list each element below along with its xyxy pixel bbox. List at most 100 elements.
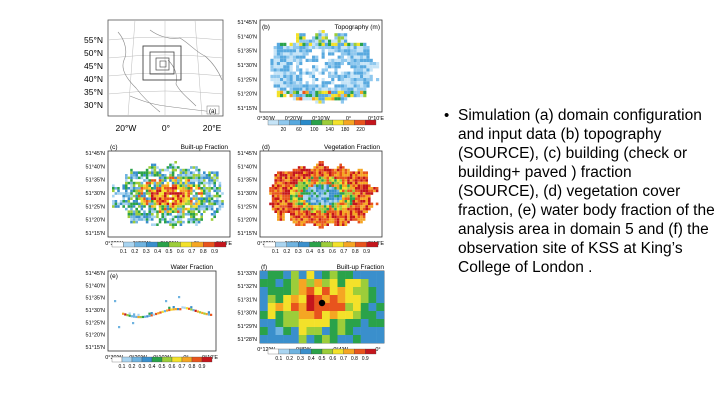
map-cell: [114, 202, 118, 206]
map-cell: [316, 218, 319, 221]
map-cell: [360, 168, 363, 172]
map-cell: [172, 306, 175, 309]
colorbar-tick: 0.8: [352, 249, 359, 255]
map-cell: [153, 194, 157, 198]
map-cell: [190, 192, 193, 195]
map-cell: [318, 100, 322, 104]
map-cell: [321, 65, 325, 69]
map-cell: [357, 205, 361, 208]
map-cell: [292, 220, 296, 224]
map-cell: [316, 210, 319, 213]
map-cell: [352, 197, 355, 200]
map-cell: [138, 202, 141, 206]
map-cell: [328, 55, 332, 59]
map-cell: [344, 97, 348, 101]
map-cell: [260, 311, 268, 320]
map-cell: [318, 161, 322, 164]
map-cell: [368, 205, 371, 208]
map-cell: [190, 207, 193, 211]
map-cell: [292, 215, 296, 219]
map-cell: [347, 62, 351, 66]
map-cell: [271, 207, 275, 211]
map-cell: [200, 176, 203, 180]
map-cell: [347, 194, 350, 198]
panel-c-label: (c): [110, 144, 118, 151]
map-cell: [310, 213, 314, 216]
map-cell: [158, 168, 162, 172]
map-cell: [282, 174, 285, 177]
map-cell: [370, 189, 374, 193]
map-cell: [187, 207, 190, 211]
map-cell: [130, 168, 133, 172]
map-cell: [276, 71, 280, 75]
map-cell: [315, 39, 319, 43]
map-cell: [117, 187, 120, 190]
map-cell: [143, 205, 146, 208]
map-cell: [360, 179, 363, 182]
map-cell: [284, 197, 288, 200]
map-cell: [119, 192, 123, 195]
map-cell: [302, 49, 306, 53]
map-cell: [305, 215, 309, 219]
map-cell: [334, 84, 338, 88]
colorbar-swatch: [214, 241, 227, 248]
map-cell: [151, 166, 154, 169]
map-cell: [290, 200, 293, 203]
map-cell: [138, 184, 141, 187]
map-cell: [324, 90, 328, 94]
map-cell: [318, 87, 322, 91]
map-cell: [114, 187, 118, 190]
map-cell: [357, 184, 361, 187]
map-cell: [292, 171, 296, 174]
map-cell: [328, 71, 332, 75]
map-cell: [213, 215, 216, 219]
map-cell: [280, 46, 284, 50]
map-cell: [297, 223, 301, 226]
map-cell: [276, 58, 280, 62]
map-cell: [321, 87, 325, 91]
map-cell: [168, 306, 171, 309]
panel-c-lat-labels: 51°45'N51°40'N51°35'N51°30'N51°25'N51°20…: [86, 151, 105, 237]
panel-e-label: (e): [110, 273, 118, 280]
map-cell: [210, 171, 214, 174]
map-cell: [296, 71, 300, 75]
map-cell: [349, 179, 353, 182]
map-cell: [169, 205, 172, 208]
map-cell: [283, 311, 292, 320]
map-cell: [356, 74, 360, 78]
map-cell: [174, 168, 177, 172]
map-cell: [353, 279, 361, 288]
map-cell: [292, 68, 296, 72]
map-cell: [347, 197, 350, 200]
map-cell: [300, 205, 303, 208]
map-cell: [197, 181, 201, 185]
map-cell: [283, 84, 287, 88]
map-cell: [334, 194, 337, 198]
map-cell: [318, 62, 322, 66]
colorbar-swatch: [111, 241, 124, 248]
map-cell: [339, 200, 342, 203]
map-cell: [276, 94, 280, 98]
map-cell: [138, 179, 141, 182]
map-cell: [321, 202, 324, 206]
map-cell: [318, 49, 322, 53]
map-cell: [135, 205, 138, 208]
map-cell: [135, 171, 138, 174]
lat-label: 51°15'N: [238, 231, 257, 237]
map-cell: [122, 205, 125, 208]
map-cell: [352, 174, 355, 177]
built-up-map: [112, 161, 224, 229]
map-cell: [363, 81, 367, 85]
map-cell: [187, 192, 190, 195]
colorbar-swatch: [343, 241, 356, 248]
colorbar-tick: 0.9: [211, 249, 218, 255]
map-cell: [182, 189, 185, 193]
map-cell: [269, 189, 272, 193]
map-cell: [299, 62, 303, 66]
map-cell: [316, 181, 319, 185]
colorbar-tick: 180: [341, 127, 350, 133]
map-cell: [179, 189, 183, 193]
map-cell: [310, 168, 314, 172]
map-cell: [161, 197, 164, 200]
map-cell: [337, 68, 341, 72]
